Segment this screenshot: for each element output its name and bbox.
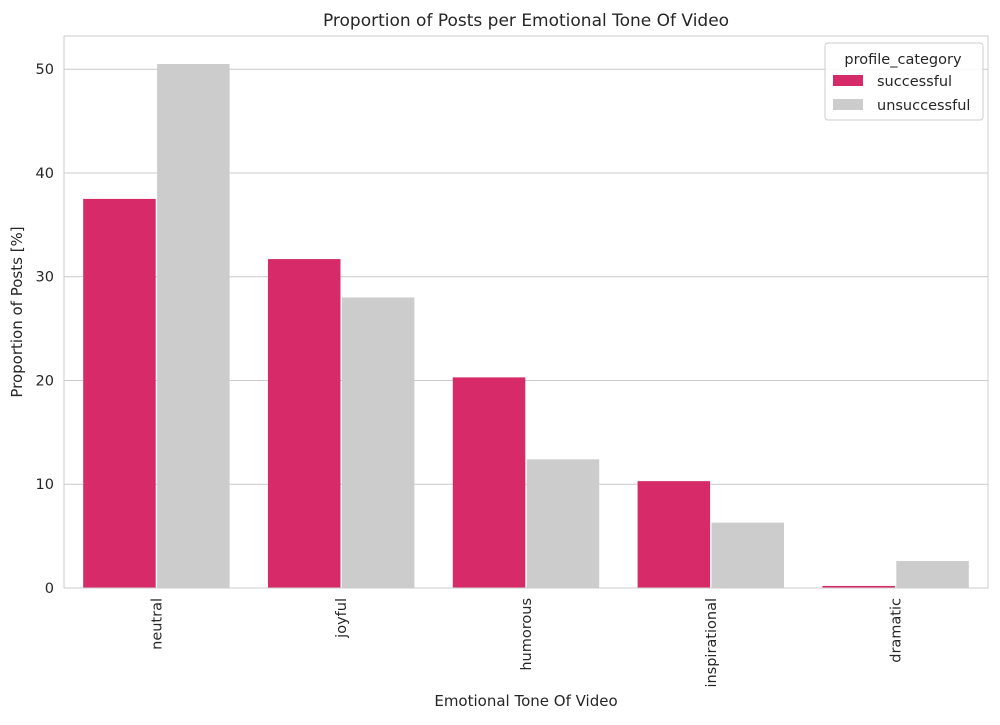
legend-swatch-successful bbox=[833, 75, 863, 86]
legend-swatch-unsuccessful bbox=[833, 99, 863, 110]
y-axis-label: Proportion of Posts [%] bbox=[8, 226, 26, 397]
x-tick-label-neutral: neutral bbox=[149, 598, 165, 650]
bar-humorous-successful bbox=[452, 377, 526, 588]
x-tick-labels: neutral joyful humorous inspirational dramat… bbox=[149, 598, 904, 688]
bar-joyful-successful bbox=[267, 259, 341, 588]
legend-title: profile_category bbox=[844, 52, 962, 68]
legend-label-successful: successful bbox=[877, 74, 952, 90]
x-tick-label-dramatic: dramatic bbox=[889, 598, 905, 663]
y-tick-label-30: 30 bbox=[36, 270, 54, 286]
x-tick-label-humorous: humorous bbox=[519, 598, 535, 671]
x-axis-label: Emotional Tone Of Video bbox=[434, 692, 617, 710]
bar-joyful-unsuccessful bbox=[341, 297, 415, 588]
bar-dramatic-successful bbox=[822, 585, 895, 588]
bar-dramatic-unsuccessful bbox=[896, 561, 969, 588]
legend-label-unsuccessful: unsuccessful bbox=[877, 98, 970, 114]
x-tick-label-inspirational: inspirational bbox=[704, 598, 720, 688]
y-tick-labels: 0 10 20 30 40 50 bbox=[36, 62, 54, 597]
y-tick-label-10: 10 bbox=[36, 477, 54, 493]
legend: profile_category successful unsuccessful bbox=[824, 42, 984, 121]
y-tick-label-40: 40 bbox=[36, 166, 54, 182]
bar-humorous-unsuccessful bbox=[526, 459, 600, 588]
bar-inspirational-successful bbox=[637, 481, 711, 588]
bar-neutral-unsuccessful bbox=[157, 64, 230, 589]
y-tick-label-50: 50 bbox=[36, 62, 54, 78]
bar-neutral-successful bbox=[83, 198, 156, 588]
bars bbox=[83, 64, 969, 589]
x-tick-label-joyful: joyful bbox=[334, 598, 350, 639]
y-tick-label-20: 20 bbox=[36, 373, 54, 389]
legend-box bbox=[824, 42, 984, 121]
chart-title: Proportion of Posts per Emotional Tone O… bbox=[323, 11, 729, 31]
bar-inspirational-unsuccessful bbox=[711, 522, 785, 588]
plot-frame bbox=[63, 35, 989, 589]
y-tick-label-0: 0 bbox=[45, 581, 54, 597]
